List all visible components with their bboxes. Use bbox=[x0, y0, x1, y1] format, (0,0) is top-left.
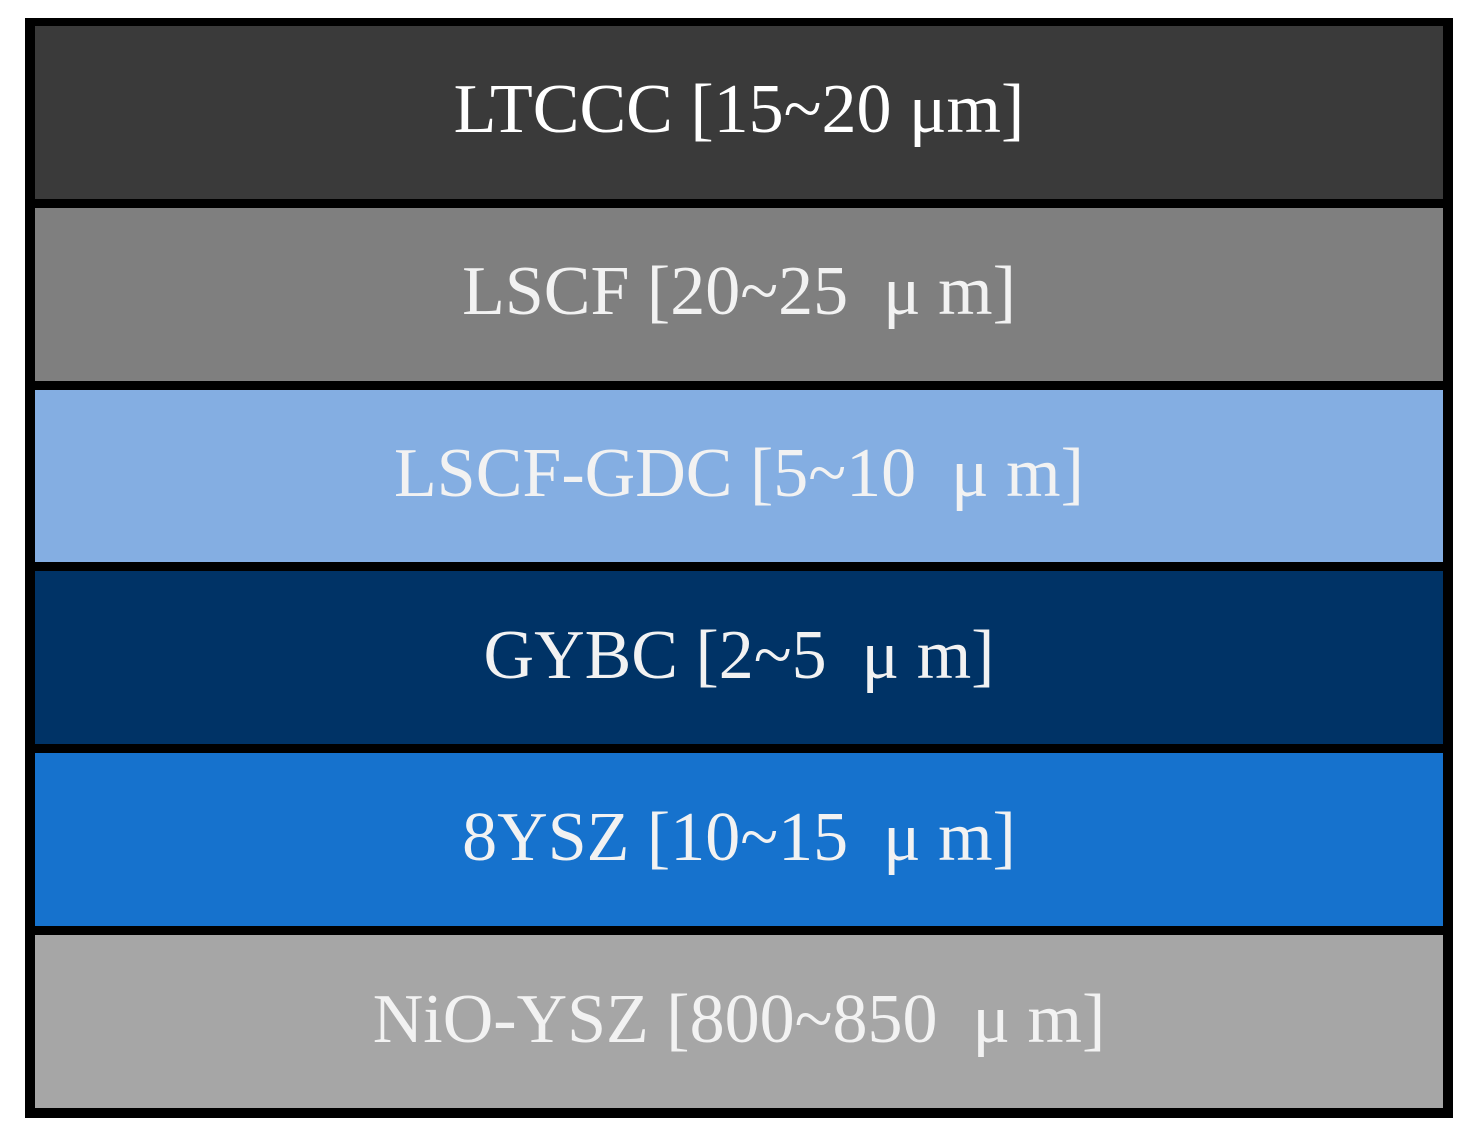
layer-nio-ysz: NiO-YSZ [800~850 μ m] bbox=[35, 935, 1443, 1108]
layer-nio-ysz-label: NiO-YSZ [800~850 μ m] bbox=[372, 980, 1106, 1058]
layer-lscf-gdc: LSCF-GDC [5~10 μ m] bbox=[35, 389, 1443, 563]
layer-lscf-label: LSCF [20~25 μ m] bbox=[462, 253, 1016, 331]
layer-ltccc: LTCCC [15~20 μm] bbox=[35, 26, 1443, 199]
layer-8ysz: 8YSZ [10~15 μ m] bbox=[35, 753, 1443, 927]
layer-gybc-label: GYBC [2~5 μ m] bbox=[483, 616, 995, 694]
layer-8ysz-label: 8YSZ [10~15 μ m] bbox=[462, 798, 1016, 876]
layer-lscf-gdc-label: LSCF-GDC [5~10 μ m] bbox=[394, 435, 1084, 513]
layer-lscf: LSCF [20~25 μ m] bbox=[35, 207, 1443, 381]
layer-gybc: GYBC [2~5 μ m] bbox=[35, 571, 1443, 745]
layer-ltccc-label: LTCCC [15~20 μm] bbox=[453, 71, 1025, 149]
layer-stack-diagram: LTCCC [15~20 μm] LSCF [20~25 μ m] LSCF-G… bbox=[25, 18, 1453, 1118]
